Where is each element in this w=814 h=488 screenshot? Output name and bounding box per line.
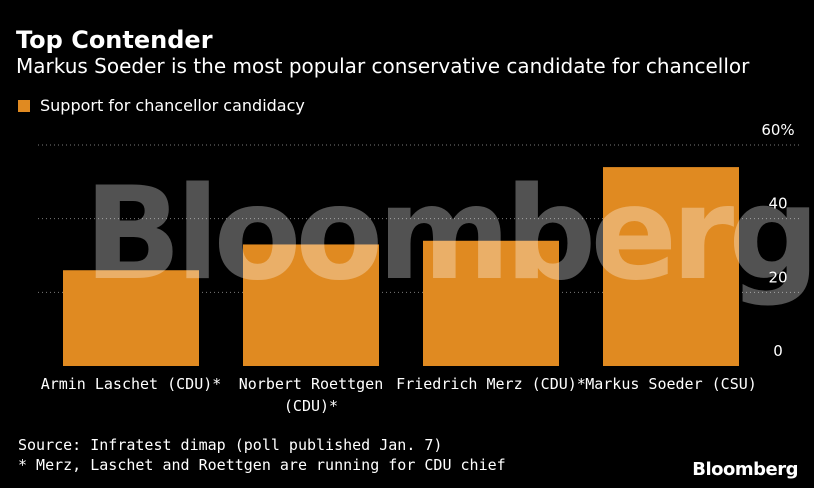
bar — [603, 167, 739, 366]
source-note: Source: Infratest dimap (poll published … — [18, 436, 443, 454]
x-tick-label: Friedrich Merz (CDU)* — [396, 375, 586, 393]
footnote: * Merz, Laschet and Roettgen are running… — [18, 456, 506, 474]
legend-swatch — [18, 99, 30, 112]
bloomberg-logo: Bloomberg — [692, 459, 798, 480]
bar — [63, 270, 199, 366]
x-tick-label: Armin Laschet (CDU)* — [41, 375, 222, 393]
x-tick-label: Markus Soeder (CSU) — [585, 375, 757, 393]
y-tick-label: 60% — [761, 121, 794, 139]
chart-subtitle: Markus Soeder is the most popular conser… — [16, 54, 750, 78]
y-tick-label: 0 — [773, 342, 783, 360]
y-tick-label: 40 — [768, 195, 787, 213]
bar — [243, 244, 379, 366]
legend: Support for chancellor candidacy — [18, 96, 305, 115]
x-tick-label: Norbert Roettgen — [239, 375, 384, 393]
chart-title: Top Contender — [16, 26, 213, 54]
bar — [423, 240, 559, 366]
y-tick-label: 20 — [768, 268, 787, 286]
legend-label: Support for chancellor candidacy — [40, 96, 305, 115]
x-tick-label: (CDU)* — [284, 397, 338, 415]
